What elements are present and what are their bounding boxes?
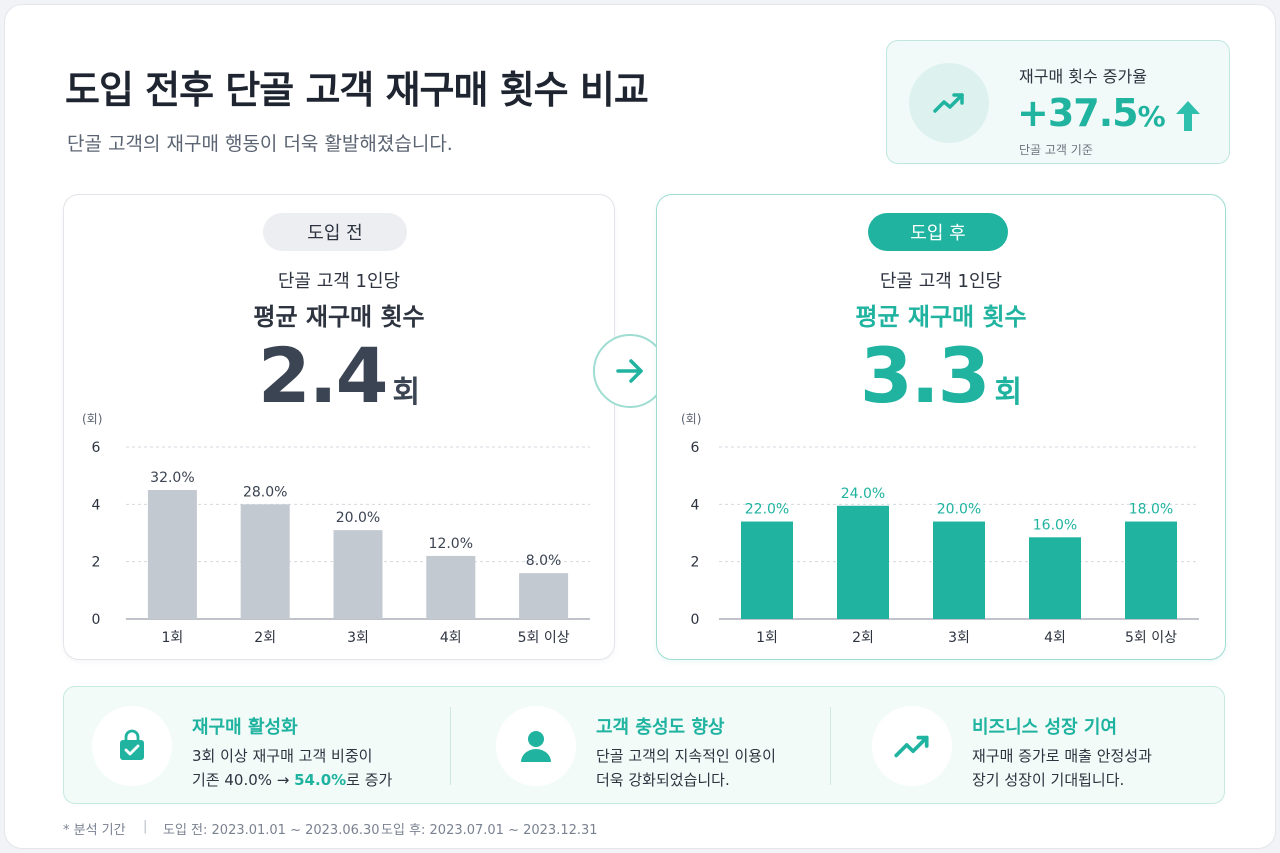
x-tick-label: 3회 xyxy=(948,630,970,646)
feature-loyalty: 고객 충성도 향상 단골 고객의 지속적인 이용이 더욱 강화되었습니다. xyxy=(468,687,828,805)
feature-title: 비즈니스 성장 기여 xyxy=(972,717,1118,738)
feature-text: 단골 고객의 지속적인 이용이 xyxy=(596,747,776,765)
feature-title: 재구매 활성화 xyxy=(192,717,298,738)
panel-after-sub: 단골 고객 1인당 xyxy=(879,271,1003,292)
footnote-before: 도입 전: 2023.01.01 ~ 2023.06.30 xyxy=(163,823,380,838)
bar xyxy=(741,521,793,619)
y-axis-label: (회) xyxy=(82,412,102,426)
x-tick-label: 5회 이상 xyxy=(518,630,570,646)
page-title: 도입 전후 단골 고객 재구매 횟수 비교 xyxy=(65,68,649,112)
data-label: 22.0% xyxy=(745,502,789,518)
panel-after-value: 3.3 회 xyxy=(657,331,1225,420)
feature-text: 더욱 강화되었습니다. xyxy=(596,771,730,789)
panel-before-sub: 단골 고객 1인당 xyxy=(277,271,401,292)
panel-before-value: 2.4 회 xyxy=(64,331,614,420)
feature-highlight: 54.0% xyxy=(294,771,347,789)
shopping-bag-check-icon xyxy=(92,706,172,786)
panel-before: 도입 전 단골 고객 1인당 평균 재구매 횟수 2.4 회 (회) 0 2 4 6 32.… xyxy=(63,194,615,660)
data-label: 24.0% xyxy=(841,486,885,502)
kpi-value: +37.5% xyxy=(1017,91,1166,135)
data-label: 28.0% xyxy=(243,484,287,500)
bar xyxy=(1029,537,1081,619)
feature-text: 기존 40.0% → 54.0%로 증가 xyxy=(192,769,392,790)
y-tick-label: 0 xyxy=(92,612,101,628)
footnote-separator: | xyxy=(143,819,148,834)
divider xyxy=(830,707,831,785)
x-tick-label: 2회 xyxy=(852,630,874,646)
footnote-label: * 분석 기간 xyxy=(63,823,126,838)
footnote-after: 도입 후: 2023.07.01 ~ 2023.12.31 xyxy=(381,823,598,838)
feature-repurchase: 재구매 활성화 3회 이상 재구매 고객 비중이 기존 40.0% → 54.0… xyxy=(64,687,449,805)
bar xyxy=(147,490,197,619)
y-tick-label: 6 xyxy=(92,440,101,456)
divider xyxy=(450,707,451,785)
bar xyxy=(837,505,889,619)
data-label: 12.0% xyxy=(429,536,473,552)
data-label: 32.0% xyxy=(150,470,194,486)
y-tick-label: 2 xyxy=(92,555,101,571)
data-label: 20.0% xyxy=(336,510,380,526)
chart-before: (회) 0 2 4 6 32.0% 1회 28.0% 2회 20.0% 3회 12.0% 4회 8.0% 5… xyxy=(82,412,590,646)
before-value-unit: 회 xyxy=(392,375,421,410)
trend-up-icon xyxy=(909,63,989,143)
badge-after: 도입 후 xyxy=(868,213,1008,251)
y-tick-label: 2 xyxy=(691,555,700,571)
feature-strip: 재구매 활성화 3회 이상 재구매 고객 비중이 기존 40.0% → 54.0… xyxy=(63,686,1225,804)
feature-title: 고객 충성도 향상 xyxy=(596,717,725,738)
feature-text-post: 로 증가 xyxy=(346,771,393,789)
bar xyxy=(1125,521,1177,619)
x-tick-label: 5회 이상 xyxy=(1125,630,1177,646)
feature-text-pre: 기존 40.0% → xyxy=(192,771,295,789)
y-tick-label: 4 xyxy=(691,497,700,513)
panel-after: 도입 후 단골 고객 1인당 평균 재구매 횟수 3.3 회 (회) 0 2 4 6 22.… xyxy=(656,194,1226,660)
y-tick-label: 0 xyxy=(691,612,700,628)
bar xyxy=(333,530,383,619)
badge-before: 도입 전 xyxy=(263,213,407,251)
y-tick-label: 6 xyxy=(691,440,700,456)
data-label: 18.0% xyxy=(1129,502,1173,518)
kpi-label: 재구매 횟수 증가율 xyxy=(1019,67,1147,86)
panel-before-head: 평균 재구매 횟수 xyxy=(253,303,425,331)
arrow-right-icon xyxy=(593,334,667,408)
page-subtitle: 단골 고객의 재구매 행동이 더욱 활발해졌습니다. xyxy=(67,133,453,155)
y-tick-label: 4 xyxy=(92,497,101,513)
kpi-note: 단골 고객 기준 xyxy=(1019,143,1093,157)
after-value-number: 3.3 xyxy=(859,331,991,420)
x-tick-label: 1회 xyxy=(756,630,778,646)
x-tick-label: 1회 xyxy=(162,630,184,646)
arrow-up-icon xyxy=(1173,99,1203,137)
chart-after: (회) 0 2 4 6 22.0% 1회 24.0% 2회 20.0% 3회 16.0% 4회 18.0%… xyxy=(681,412,1199,646)
x-tick-label: 3회 xyxy=(347,630,369,646)
data-label: 8.0% xyxy=(526,553,562,569)
trend-up-icon xyxy=(872,706,952,786)
panel-after-head: 평균 재구매 횟수 xyxy=(855,303,1027,331)
data-label: 16.0% xyxy=(1033,517,1077,533)
kpi-value-number: +37.5 xyxy=(1017,91,1139,135)
page-frame: 도입 전후 단골 고객 재구매 횟수 비교 단골 고객의 재구매 행동이 더욱 … xyxy=(4,4,1276,849)
feature-text: 3회 이상 재구매 고객 비중이 xyxy=(192,747,373,765)
x-tick-label: 4회 xyxy=(440,630,462,646)
feature-growth: 비즈니스 성장 기여 재구매 증가로 매출 안정성과 장기 성장이 기대됩니다. xyxy=(844,687,1224,805)
x-tick-label: 2회 xyxy=(254,630,276,646)
feature-text: 장기 성장이 기대됩니다. xyxy=(972,771,1125,789)
before-value-number: 2.4 xyxy=(257,331,389,420)
user-icon xyxy=(496,706,576,786)
feature-text: 재구매 증가로 매출 안정성과 xyxy=(972,747,1152,765)
data-label: 20.0% xyxy=(937,502,981,518)
x-tick-label: 4회 xyxy=(1044,630,1066,646)
bar xyxy=(240,504,290,619)
kpi-value-unit: % xyxy=(1137,100,1166,133)
after-value-unit: 회 xyxy=(994,375,1023,410)
bar xyxy=(933,521,985,619)
kpi-card: 재구매 횟수 증가율 +37.5% 단골 고객 기준 xyxy=(886,40,1230,164)
y-axis-label: (회) xyxy=(681,412,701,426)
bar xyxy=(426,555,476,619)
bar xyxy=(519,573,569,619)
